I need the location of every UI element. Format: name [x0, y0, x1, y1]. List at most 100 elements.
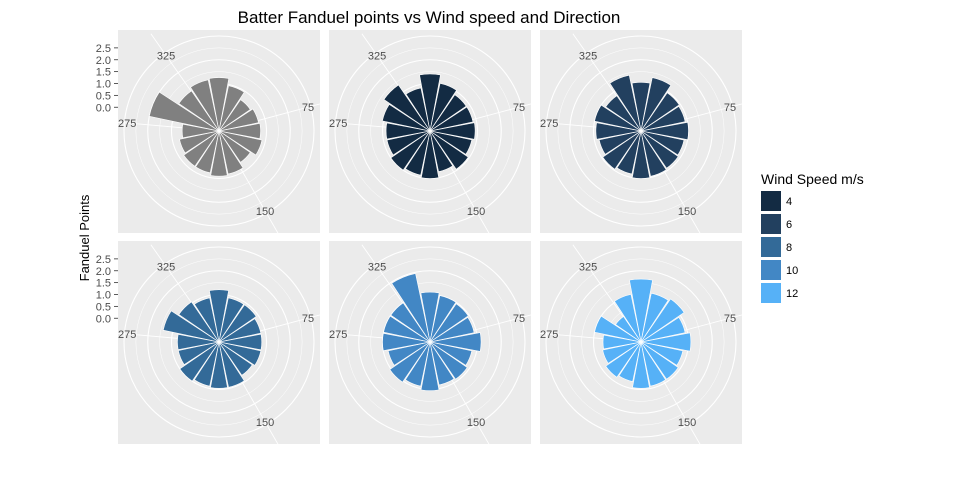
bar — [430, 341, 473, 366]
radial-gridline — [370, 282, 490, 402]
radial-gridline — [123, 35, 315, 227]
bar — [181, 123, 219, 139]
angle-tick-label: 325 — [368, 51, 386, 63]
bar — [178, 90, 219, 131]
bar — [219, 108, 259, 132]
angle-tick-label: 75 — [302, 313, 314, 325]
angle-tick-label: 325 — [157, 262, 175, 274]
facet-panel: 325 75 150 275 2.52.01.51.00.50.0 — [96, 30, 320, 233]
angle-tick-label: 275 — [540, 118, 558, 130]
bar — [383, 84, 430, 131]
bar — [193, 297, 220, 342]
bar — [385, 122, 430, 140]
radial-gridline — [557, 47, 725, 215]
radial-gridline — [147, 59, 291, 203]
bar — [219, 130, 263, 156]
angle-tick-label: 325 — [579, 262, 597, 274]
bar — [178, 301, 219, 342]
legend-key — [761, 191, 781, 211]
legend: 4 6 8 10 12 — [761, 191, 798, 303]
chart-title: Batter Fanduel points vs Wind speed and … — [238, 8, 621, 27]
bar — [594, 315, 641, 343]
facet-panel: 325 75 150 275 — [329, 30, 531, 233]
panel-plot-area — [329, 33, 531, 233]
legend-label: 12 — [786, 288, 798, 300]
angle-tick-label: 275 — [118, 329, 136, 341]
bar — [389, 342, 430, 383]
y-tick-label: 1.0 — [96, 79, 111, 91]
legend-label: 10 — [786, 265, 798, 277]
bar — [210, 342, 228, 389]
radial-gridline — [123, 246, 315, 438]
legend-label: 8 — [786, 242, 792, 254]
angle-tick-label: 150 — [256, 206, 274, 218]
y-tick-label: 0.0 — [96, 313, 111, 325]
panel-plot-area — [540, 33, 742, 233]
bar — [193, 342, 220, 387]
bar — [640, 77, 672, 131]
bar — [391, 273, 431, 342]
bar — [190, 79, 220, 131]
radial-gridline — [581, 71, 701, 191]
bar — [404, 342, 431, 387]
bar — [420, 131, 440, 179]
bar — [641, 121, 689, 141]
radial-gridline — [370, 71, 490, 191]
radial-gridline — [545, 35, 737, 227]
bar — [177, 341, 219, 366]
bar — [429, 342, 455, 386]
radial-gridline — [569, 270, 713, 414]
bar — [179, 342, 219, 382]
bar — [594, 104, 641, 132]
bar — [430, 106, 474, 132]
panel-plot-area — [329, 244, 531, 444]
radial-gridline — [557, 258, 725, 426]
bar — [390, 131, 430, 171]
y-tick-label: 1.0 — [96, 290, 111, 302]
bar — [640, 292, 669, 342]
bar — [195, 131, 220, 174]
radial-gridline — [147, 270, 291, 414]
legend-label: 4 — [786, 196, 792, 208]
bar — [218, 131, 244, 175]
bar — [430, 130, 473, 155]
bar — [616, 131, 642, 175]
radial-gridline — [346, 47, 514, 215]
bar — [177, 334, 219, 350]
facet-panel: 325 75 150 275 — [540, 30, 742, 233]
angle-tick-label: 275 — [329, 118, 347, 130]
bar — [605, 342, 641, 378]
bar — [219, 99, 251, 131]
facet-panel: 325 75 150 275 — [329, 241, 531, 444]
bar — [641, 130, 685, 156]
angle-tick-label: 75 — [513, 102, 525, 114]
angle-tick-label: 275 — [118, 118, 136, 130]
panel-plot-area — [118, 244, 320, 444]
bar — [383, 315, 430, 343]
radial-gridline — [135, 47, 303, 215]
angle-tick-label: 150 — [467, 417, 485, 429]
panels-layer: 325751502752.52.01.51.00.50.032575150275… — [96, 30, 742, 444]
bar — [641, 341, 684, 366]
facet-panel: 325 75 150 275 2.52.01.51.00.50.0 — [96, 241, 320, 444]
radial-gridline — [135, 258, 303, 426]
bar — [430, 303, 469, 342]
y-tick-label: 2.5 — [96, 254, 111, 266]
angle-tick-label: 75 — [724, 102, 736, 114]
bar — [602, 341, 641, 364]
radial-gridline — [358, 270, 502, 414]
radial-gridline — [358, 59, 502, 203]
bar — [219, 131, 251, 163]
bar — [404, 131, 431, 176]
bar — [618, 342, 642, 382]
bar — [430, 94, 467, 131]
bar — [430, 131, 469, 170]
bar — [219, 333, 263, 351]
y-tick-label: 1.5 — [96, 278, 111, 290]
bar — [382, 104, 430, 132]
bar — [605, 95, 641, 131]
bar — [219, 304, 257, 342]
bar — [598, 130, 641, 155]
